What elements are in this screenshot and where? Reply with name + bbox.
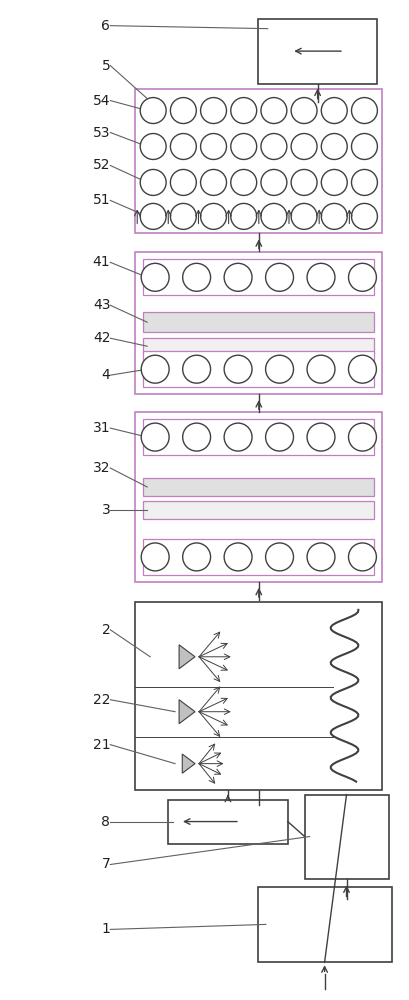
Text: 41: 41 bbox=[93, 255, 110, 269]
Text: 51: 51 bbox=[93, 193, 110, 207]
Text: 3: 3 bbox=[101, 503, 110, 517]
Circle shape bbox=[265, 263, 294, 291]
Circle shape bbox=[140, 98, 166, 124]
Bar bbox=[143, 501, 374, 519]
Circle shape bbox=[224, 355, 252, 383]
Polygon shape bbox=[182, 754, 195, 773]
Bar bbox=[143, 338, 374, 354]
Text: 52: 52 bbox=[93, 158, 110, 172]
Circle shape bbox=[200, 169, 227, 195]
Circle shape bbox=[321, 169, 347, 195]
Circle shape bbox=[348, 355, 376, 383]
Circle shape bbox=[291, 98, 317, 124]
Circle shape bbox=[351, 134, 378, 159]
Circle shape bbox=[140, 134, 166, 159]
Circle shape bbox=[261, 134, 287, 159]
Circle shape bbox=[171, 134, 196, 159]
Circle shape bbox=[183, 423, 211, 451]
Circle shape bbox=[321, 134, 347, 159]
Text: 6: 6 bbox=[101, 19, 110, 33]
Circle shape bbox=[171, 203, 196, 229]
Bar bbox=[258, 19, 378, 84]
Circle shape bbox=[231, 98, 257, 124]
Circle shape bbox=[307, 423, 335, 451]
Circle shape bbox=[183, 543, 211, 571]
Circle shape bbox=[171, 98, 196, 124]
Circle shape bbox=[261, 169, 287, 195]
Text: 4: 4 bbox=[101, 368, 110, 382]
Circle shape bbox=[183, 263, 211, 291]
Text: 31: 31 bbox=[93, 421, 110, 435]
Bar bbox=[305, 795, 389, 879]
Circle shape bbox=[141, 263, 169, 291]
Circle shape bbox=[351, 203, 378, 229]
Bar bbox=[143, 478, 374, 496]
Circle shape bbox=[224, 423, 252, 451]
Polygon shape bbox=[179, 645, 195, 669]
Text: 42: 42 bbox=[93, 331, 110, 345]
Text: 32: 32 bbox=[93, 461, 110, 475]
Circle shape bbox=[141, 423, 169, 451]
Bar bbox=[135, 89, 382, 233]
Bar bbox=[143, 419, 374, 455]
Bar bbox=[143, 351, 374, 387]
Text: 1: 1 bbox=[101, 922, 110, 936]
Circle shape bbox=[183, 355, 211, 383]
Text: 7: 7 bbox=[101, 857, 110, 871]
Text: 21: 21 bbox=[93, 738, 110, 752]
Bar bbox=[135, 412, 382, 582]
Text: 22: 22 bbox=[93, 693, 110, 707]
Text: 5: 5 bbox=[101, 59, 110, 73]
Circle shape bbox=[231, 134, 257, 159]
Circle shape bbox=[224, 263, 252, 291]
Bar bbox=[143, 259, 374, 295]
Bar bbox=[135, 252, 382, 394]
Circle shape bbox=[307, 543, 335, 571]
Bar bbox=[143, 312, 374, 332]
Circle shape bbox=[141, 355, 169, 383]
Circle shape bbox=[321, 98, 347, 124]
Circle shape bbox=[291, 134, 317, 159]
Circle shape bbox=[200, 134, 227, 159]
Polygon shape bbox=[179, 700, 195, 724]
Circle shape bbox=[265, 543, 294, 571]
Text: 53: 53 bbox=[93, 126, 110, 140]
Bar bbox=[143, 539, 374, 575]
Circle shape bbox=[291, 203, 317, 229]
Circle shape bbox=[348, 263, 376, 291]
Circle shape bbox=[348, 543, 376, 571]
Circle shape bbox=[348, 423, 376, 451]
Text: 2: 2 bbox=[101, 623, 110, 637]
Circle shape bbox=[140, 203, 166, 229]
Circle shape bbox=[200, 98, 227, 124]
Circle shape bbox=[307, 263, 335, 291]
Circle shape bbox=[224, 543, 252, 571]
Circle shape bbox=[140, 169, 166, 195]
Circle shape bbox=[351, 98, 378, 124]
Bar bbox=[168, 800, 288, 844]
Circle shape bbox=[321, 203, 347, 229]
Text: 8: 8 bbox=[101, 815, 110, 829]
Circle shape bbox=[261, 203, 287, 229]
Bar bbox=[258, 887, 392, 962]
Circle shape bbox=[307, 355, 335, 383]
Circle shape bbox=[261, 98, 287, 124]
Circle shape bbox=[291, 169, 317, 195]
Circle shape bbox=[265, 355, 294, 383]
Circle shape bbox=[265, 423, 294, 451]
Circle shape bbox=[200, 203, 227, 229]
Circle shape bbox=[231, 169, 257, 195]
Circle shape bbox=[141, 543, 169, 571]
Text: 43: 43 bbox=[93, 298, 110, 312]
Bar bbox=[135, 602, 382, 790]
Circle shape bbox=[351, 169, 378, 195]
Text: 54: 54 bbox=[93, 94, 110, 108]
Circle shape bbox=[231, 203, 257, 229]
Circle shape bbox=[171, 169, 196, 195]
